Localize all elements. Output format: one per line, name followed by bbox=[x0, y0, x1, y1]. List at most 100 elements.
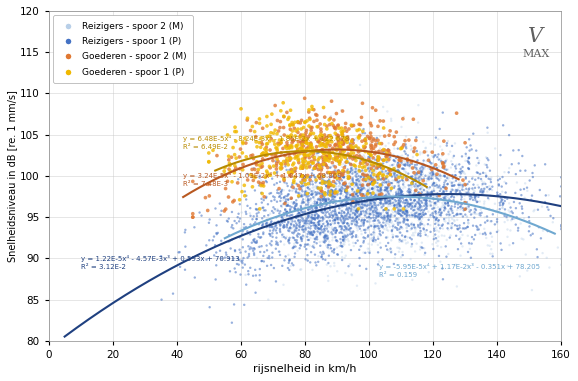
Point bbox=[390, 141, 399, 147]
Point bbox=[464, 155, 473, 162]
Point bbox=[398, 232, 407, 239]
Point bbox=[297, 117, 306, 123]
Point bbox=[380, 197, 390, 203]
Point bbox=[377, 181, 386, 187]
Point bbox=[255, 174, 264, 181]
Point bbox=[446, 179, 455, 185]
Point bbox=[328, 197, 337, 203]
Point bbox=[252, 207, 261, 213]
Point bbox=[265, 240, 275, 247]
Point bbox=[506, 217, 516, 223]
Point bbox=[359, 152, 368, 158]
Point bbox=[393, 201, 402, 207]
Point bbox=[405, 186, 414, 192]
Point bbox=[461, 158, 470, 164]
Point bbox=[323, 200, 332, 206]
Point bbox=[360, 202, 369, 208]
Point bbox=[300, 155, 309, 162]
Point bbox=[250, 166, 260, 173]
Point bbox=[266, 219, 276, 226]
Point bbox=[319, 179, 328, 185]
Point bbox=[277, 219, 286, 225]
Point bbox=[243, 231, 253, 237]
Point bbox=[395, 203, 405, 209]
Point bbox=[406, 182, 415, 188]
Point bbox=[298, 137, 307, 143]
Point bbox=[438, 223, 447, 229]
Point bbox=[350, 189, 360, 195]
Point bbox=[347, 165, 356, 171]
Point bbox=[435, 192, 444, 199]
Point bbox=[269, 138, 279, 144]
Point bbox=[472, 211, 481, 217]
Point bbox=[420, 222, 429, 228]
Point bbox=[247, 246, 257, 252]
Point bbox=[387, 207, 397, 213]
Point bbox=[484, 206, 494, 212]
Point bbox=[357, 197, 366, 203]
Point bbox=[323, 199, 332, 205]
Point bbox=[290, 206, 299, 212]
Point bbox=[343, 176, 353, 182]
Point bbox=[422, 197, 431, 203]
Point bbox=[393, 210, 402, 216]
Point bbox=[331, 229, 340, 235]
Point bbox=[371, 202, 380, 208]
Point bbox=[317, 223, 327, 229]
Point bbox=[307, 215, 316, 221]
Point bbox=[308, 185, 317, 191]
Point bbox=[500, 179, 509, 185]
Point bbox=[448, 210, 457, 216]
Point bbox=[398, 213, 407, 219]
Point bbox=[265, 221, 275, 227]
Point bbox=[379, 149, 388, 155]
Point bbox=[273, 218, 283, 224]
Point bbox=[328, 228, 337, 234]
Point bbox=[253, 207, 262, 213]
Point bbox=[328, 160, 337, 166]
Point bbox=[368, 203, 377, 209]
Point bbox=[272, 239, 281, 245]
Point bbox=[370, 230, 379, 236]
Point bbox=[317, 144, 327, 150]
Point bbox=[290, 207, 299, 213]
Point bbox=[378, 223, 387, 229]
Point bbox=[321, 238, 331, 244]
Point bbox=[366, 133, 376, 139]
Point bbox=[331, 217, 340, 223]
Point bbox=[372, 205, 381, 211]
Point bbox=[415, 197, 424, 203]
Point bbox=[312, 262, 321, 268]
Point bbox=[324, 196, 333, 202]
Point bbox=[388, 195, 397, 202]
Point bbox=[440, 202, 449, 208]
Point bbox=[336, 243, 346, 249]
Point bbox=[441, 159, 450, 165]
Point bbox=[416, 205, 425, 211]
Point bbox=[297, 207, 306, 213]
Point bbox=[351, 212, 360, 218]
Point bbox=[309, 107, 318, 113]
Point bbox=[297, 216, 306, 222]
Point bbox=[410, 194, 419, 200]
Point bbox=[229, 301, 239, 307]
Point bbox=[334, 168, 343, 174]
Point bbox=[414, 211, 424, 217]
Point bbox=[420, 197, 429, 203]
Point bbox=[331, 201, 340, 207]
Point bbox=[422, 206, 431, 212]
Point bbox=[301, 242, 310, 248]
Point bbox=[412, 166, 421, 173]
Point bbox=[265, 227, 275, 234]
Point bbox=[474, 194, 483, 200]
Point bbox=[463, 158, 472, 164]
Point bbox=[373, 177, 383, 183]
Point bbox=[390, 178, 399, 184]
Point bbox=[462, 181, 472, 187]
Point bbox=[354, 176, 364, 182]
Point bbox=[440, 205, 449, 211]
Point bbox=[289, 243, 298, 250]
Point bbox=[358, 156, 368, 162]
Point bbox=[422, 197, 431, 203]
Point bbox=[364, 214, 373, 220]
